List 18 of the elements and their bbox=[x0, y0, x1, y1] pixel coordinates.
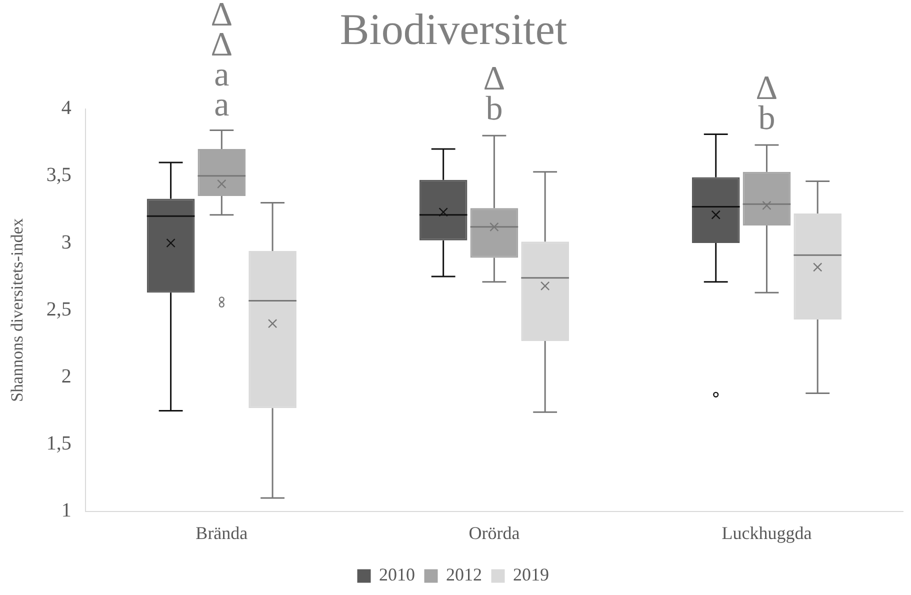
x-tick-label: Luckhuggda bbox=[722, 522, 812, 543]
annotation: Δ b bbox=[756, 70, 778, 137]
y-tick-label: 1,5 bbox=[46, 432, 72, 455]
y-tick-label: 3 bbox=[61, 231, 72, 254]
y-axis-title: Shannons diversitets-index bbox=[8, 218, 27, 402]
legend-label: 2010 bbox=[379, 564, 415, 585]
y-tick-label: 1 bbox=[61, 500, 72, 522]
y-tick-label: 2,5 bbox=[46, 298, 72, 320]
y-tick-label: 3,5 bbox=[46, 164, 72, 186]
x-tick-label: Brända bbox=[196, 522, 248, 543]
y-tick-label: 2 bbox=[61, 365, 72, 388]
y-tick-label: 4 bbox=[61, 97, 72, 120]
legend-label: 2019 bbox=[513, 564, 549, 585]
annotation: Δ Δ a a bbox=[210, 0, 233, 124]
x-tick-label: Orörda bbox=[468, 522, 520, 543]
chart-title: Biodiversitet bbox=[340, 4, 568, 54]
legend-label: 2012 bbox=[446, 564, 482, 585]
annotation: Δ b bbox=[483, 60, 506, 128]
